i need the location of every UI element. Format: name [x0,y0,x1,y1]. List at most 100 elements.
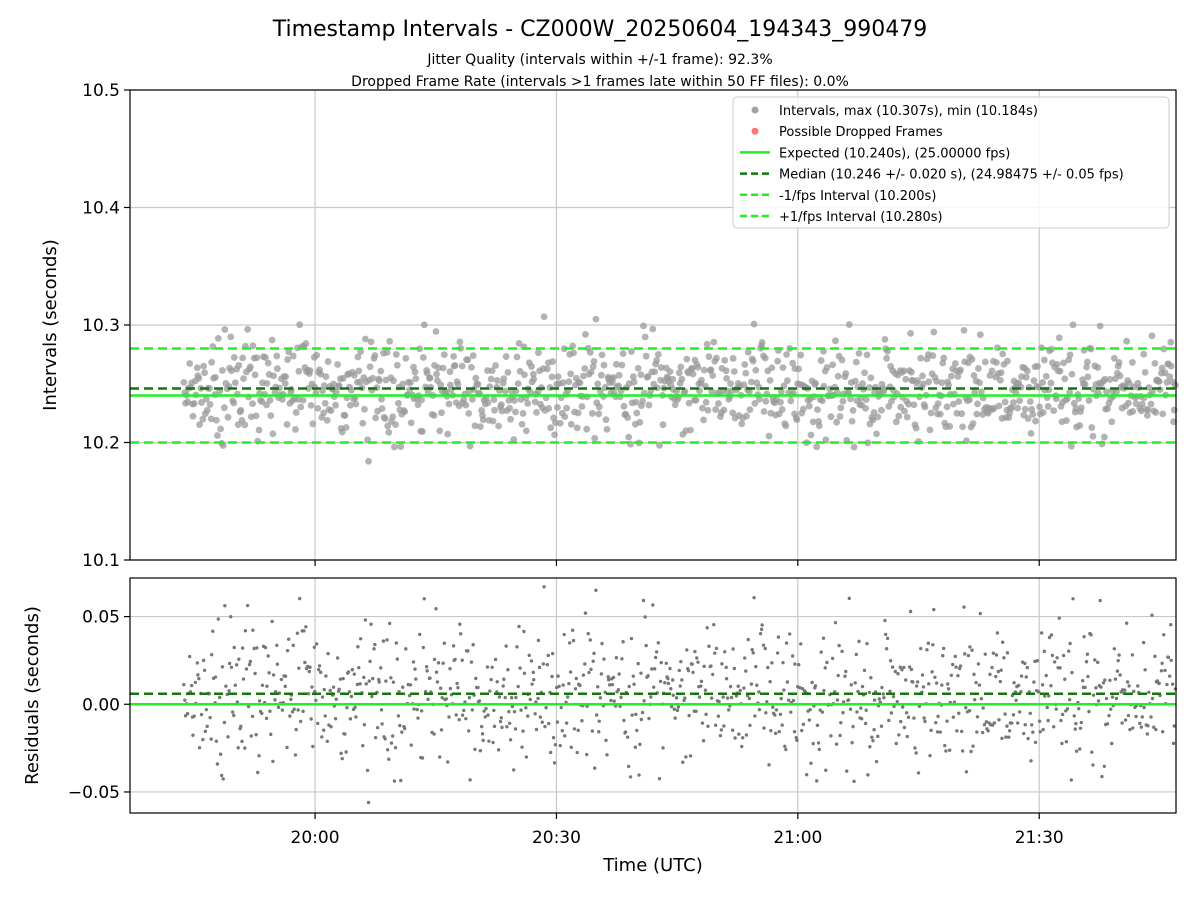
interval-point [787,397,795,405]
residual-point [223,604,227,608]
interval-point [190,400,198,407]
residual-point [790,654,795,658]
residual-point [564,721,569,725]
residual-point [1105,722,1110,726]
residual-point [675,708,680,713]
interval-point [195,374,203,382]
residual-point [1108,678,1112,682]
residual-point [254,732,258,737]
interval-point [1044,403,1052,410]
residual-point [897,733,901,737]
residual-point [970,648,974,652]
residual-point [744,669,748,673]
interval-point [267,412,275,420]
interval-point [295,367,303,375]
interval-point [1047,379,1055,387]
residual-point [1078,747,1082,751]
interval-point [302,340,310,347]
interval-point [240,375,247,383]
residual-point [560,729,564,733]
residual-point [998,679,1003,684]
residual-point [1146,724,1150,728]
interval-point [533,408,540,416]
residual-point [921,685,926,689]
residual-point [578,683,582,688]
interval-point [765,432,773,440]
residual-point [432,657,437,662]
residual-point [666,681,671,686]
residual-point [984,720,989,724]
residual-point [399,778,403,783]
interval-point [500,375,508,383]
residual-point [339,751,343,756]
residual-point [773,713,777,717]
residual-point [589,667,593,672]
interval-point [230,399,238,407]
interval-point [902,375,910,383]
residual-point [865,641,869,646]
residual-point [945,719,949,723]
interval-point [832,337,839,345]
interval-point [669,375,677,383]
residual-point [1038,730,1042,734]
interval-point [502,353,510,360]
residual-point [877,697,882,701]
interval-point [644,373,652,380]
residual-point [927,682,931,686]
residual-point [255,646,259,650]
residuals-x-ticks: 20:00 20:30 21:00 21:30 [291,813,1064,848]
residual-point [850,741,854,745]
x-tick-label: 20:00 [291,828,340,848]
residual-point [1120,721,1124,725]
residual-point [477,699,482,703]
residual-point [270,619,274,624]
interval-point [468,395,476,403]
interval-point [567,420,575,428]
residual-point [1070,670,1074,675]
residual-point [1023,723,1027,727]
residual-point [823,666,827,670]
residual-point [791,698,796,703]
residual-point [220,665,225,669]
residual-point [820,710,825,714]
residual-point [1035,659,1040,663]
residual-point [638,742,642,747]
residual-point [334,697,338,701]
residual-point [413,667,417,671]
residual-point [402,726,407,731]
interval-point [981,358,989,366]
residual-point [977,683,982,687]
residual-point [902,665,906,670]
interval-point [350,371,358,379]
residual-point [785,680,790,684]
residual-point [519,708,523,712]
interval-point [180,378,188,386]
interval-point [833,418,840,426]
residual-point [719,728,724,732]
residual-point [301,709,305,714]
residual-point [229,615,233,619]
residual-point [375,725,380,730]
residual-point [1147,690,1151,694]
residual-point [687,713,691,718]
residual-point [839,720,843,725]
interval-point [314,404,322,412]
interval-point [750,320,758,328]
residual-point [963,652,967,656]
residual-point [914,684,919,688]
residual-point [340,756,344,761]
residuals-y-tick-label: 0.05 [82,608,120,628]
residual-point [646,674,650,678]
interval-point [768,364,776,372]
interval-point [418,396,426,404]
interval-point [498,407,506,415]
residual-point [874,759,879,764]
residual-point [711,672,715,677]
residual-point [1059,718,1063,723]
residual-point [323,714,327,718]
interval-point [1026,398,1034,406]
residual-point [598,696,603,700]
residual-point [872,698,877,702]
residual-point [651,685,656,689]
residual-point [854,652,859,657]
